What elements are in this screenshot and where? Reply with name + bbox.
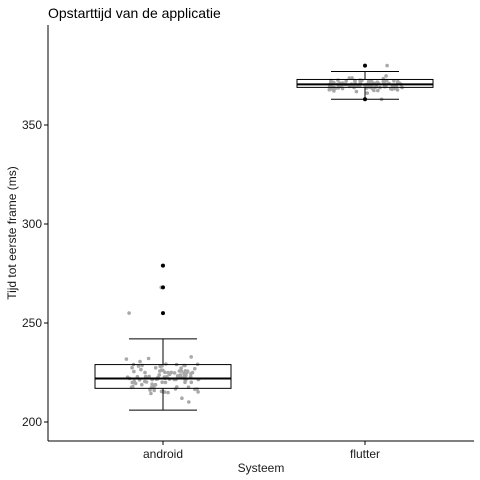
- box-android: [94, 263, 232, 411]
- jitter-point-flutter: [376, 88, 380, 93]
- jitter-point-android: [149, 391, 153, 396]
- jitter-point-flutter: [392, 79, 396, 83]
- box-layer: [94, 63, 434, 411]
- x-tick-label-android: android: [143, 447, 183, 461]
- jitter-point-android: [176, 374, 180, 378]
- jitter-point-android: [189, 355, 193, 359]
- jitter-point-android: [143, 379, 147, 384]
- jitter-point-android: [164, 362, 168, 366]
- jitter-point-android: [175, 385, 179, 389]
- y-tick-label: 350: [22, 118, 42, 132]
- jitter-point-flutter: [327, 88, 332, 92]
- jitter-point-android: [158, 369, 162, 373]
- jitter-point-android: [140, 382, 144, 387]
- jitter-point-android: [133, 381, 138, 386]
- jitter-point-android: [136, 364, 141, 368]
- jitter-point-android: [182, 371, 186, 376]
- y-tick-label: 200: [22, 415, 42, 429]
- jitter-point-android: [163, 380, 168, 385]
- jitter-point-android: [130, 365, 134, 370]
- jitter-point-android: [179, 366, 183, 371]
- jitter-point-android: [146, 356, 151, 361]
- outlier-point: [161, 311, 165, 316]
- jitter-point-flutter: [395, 88, 400, 92]
- jitter-points: [124, 63, 404, 404]
- jitter-point-android: [127, 311, 131, 315]
- y-tick-label: 300: [22, 217, 42, 231]
- jitter-point-flutter: [384, 74, 388, 78]
- jitter-point-android: [166, 390, 170, 395]
- jitter-point-android: [190, 370, 195, 375]
- jitter-point-android: [158, 364, 162, 369]
- jitter-point-android: [124, 357, 129, 361]
- jitter-point-android: [183, 380, 187, 385]
- outlier-point: [161, 263, 165, 268]
- x-ticks: android flutter: [143, 441, 380, 461]
- jitter-point-android: [132, 369, 136, 374]
- jitter-point-android: [187, 400, 191, 404]
- jitter-point-android: [166, 370, 170, 375]
- jitter-point-android: [180, 396, 184, 401]
- jitter-point-android: [143, 370, 147, 375]
- jitter-point-android: [152, 388, 156, 393]
- jitter-point-android: [189, 380, 194, 385]
- jitter-point-android: [193, 366, 197, 371]
- outlier-point: [363, 97, 367, 102]
- jitter-point-android: [161, 368, 165, 373]
- x-axis-title: Systeem: [238, 461, 285, 475]
- jitter-point-android: [196, 390, 200, 394]
- jitter-point-flutter: [365, 91, 370, 95]
- jitter-point-android: [160, 380, 164, 385]
- jitter-point-flutter: [353, 79, 357, 84]
- iqr-box: [94, 364, 232, 389]
- jitter-point-android: [184, 371, 189, 375]
- y-tick-label: 250: [22, 316, 42, 330]
- jitter-point-flutter: [385, 63, 389, 68]
- jitter-point-flutter: [332, 89, 336, 93]
- jitter-point-flutter: [344, 79, 349, 83]
- jitter-point-android: [172, 371, 177, 375]
- outlier-point: [161, 285, 165, 290]
- jitter-point-flutter: [347, 76, 352, 80]
- chart-title: Opstarttijd van de applicatie: [48, 5, 221, 21]
- jitter-point-android: [139, 367, 143, 372]
- jitter-point-flutter: [372, 88, 376, 93]
- jitter-point-android: [177, 369, 182, 373]
- jitter-point-android: [169, 370, 174, 375]
- jitter-point-android: [138, 359, 142, 364]
- axes: [47, 25, 474, 442]
- jitter-point-flutter: [350, 76, 354, 80]
- y-ticks: 200 250 300 350: [22, 118, 48, 429]
- outlier-point: [363, 63, 367, 68]
- y-axis-title: Tijd tot eerste frame (ms): [5, 166, 19, 300]
- jitter-point-android: [162, 390, 167, 394]
- jitter-point-android: [153, 366, 158, 370]
- jitter-point-flutter: [354, 89, 359, 94]
- jitter-point-flutter: [396, 79, 400, 84]
- jitter-point-android: [147, 374, 151, 379]
- jitter-point-android: [148, 388, 152, 392]
- jitter-point-flutter: [336, 78, 340, 82]
- box-flutter: [296, 63, 434, 102]
- x-tick-label-flutter: flutter: [350, 447, 380, 461]
- jitter-point-android: [152, 383, 156, 388]
